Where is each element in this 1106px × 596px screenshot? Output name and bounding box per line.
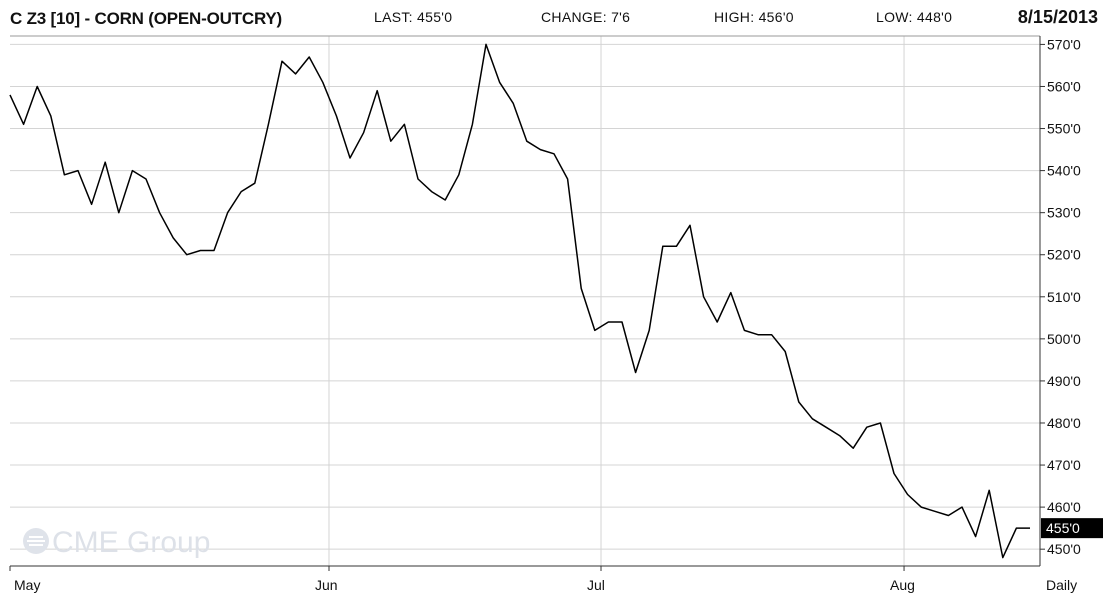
cme-group-watermark: CME Group (23, 526, 210, 559)
watermark-text: CME Group (52, 526, 210, 559)
y-tick-label: 450'0 (1047, 541, 1081, 557)
y-tick-label: 530'0 (1047, 205, 1081, 221)
last-value-label: 455'0 (1041, 518, 1103, 538)
y-tick-label: 560'0 (1047, 78, 1081, 94)
y-tick-label: 520'0 (1047, 247, 1081, 263)
x-tick-label: Aug (890, 577, 915, 593)
y-tick-label: 490'0 (1047, 373, 1081, 389)
y-tick-label: 470'0 (1047, 457, 1081, 473)
y-tick-label: 570'0 (1047, 36, 1081, 52)
y-axis-ticks: 450'0 460'0 470'0 480'0 490'0 500'0 510'0 520'0… (1040, 36, 1081, 557)
y-tick-label: 500'0 (1047, 331, 1081, 347)
y-tick-label: 460'0 (1047, 499, 1081, 515)
x-tick-label: Jul (587, 577, 605, 593)
x-axis-ticks: May Jun Jul Aug (10, 566, 915, 593)
y-tick-label: 540'0 (1047, 163, 1081, 179)
axes (10, 36, 1040, 566)
grid (10, 36, 1040, 566)
period-label: Daily (1046, 577, 1077, 593)
x-tick-label: Jun (315, 577, 338, 593)
x-tick-label: May (14, 577, 40, 593)
y-tick-label: 480'0 (1047, 415, 1081, 431)
price-series-line (10, 44, 1030, 557)
y-tick-label: 550'0 (1047, 121, 1081, 137)
y-tick-label: 510'0 (1047, 289, 1081, 305)
last-value-text: 455'0 (1046, 520, 1080, 536)
